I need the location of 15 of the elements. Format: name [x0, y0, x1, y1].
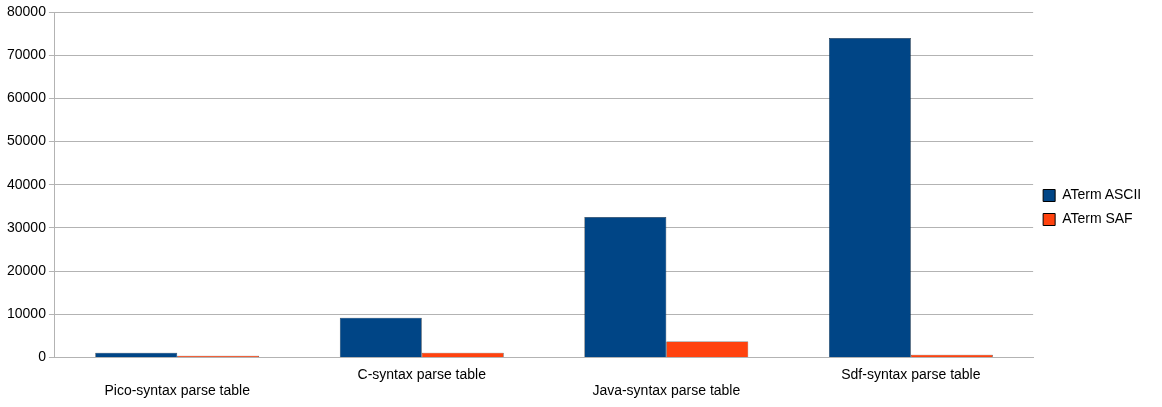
y-tick-label: 50000 [6, 132, 47, 149]
y-tick-label: 80000 [6, 2, 47, 19]
y-tick-label: 70000 [6, 46, 47, 63]
y-tick-label: 20000 [6, 261, 47, 278]
y-tick-label: 30000 [6, 218, 47, 235]
y-tick-label: 60000 [6, 89, 47, 106]
x-tick-label: Java-syntax parse table [592, 382, 741, 399]
legend-label: ATerm SAF [1062, 210, 1133, 227]
x-tick-label: C-syntax parse table [357, 365, 487, 382]
x-tick-label: Pico-syntax parse table [104, 382, 251, 399]
y-tick-label: 0 [38, 348, 47, 365]
y-tick-label: 40000 [6, 175, 47, 192]
legend-label: ATerm ASCII [1062, 186, 1142, 203]
y-tick-label: 10000 [6, 305, 47, 322]
x-tick-label: Sdf-syntax parse table [841, 365, 981, 382]
